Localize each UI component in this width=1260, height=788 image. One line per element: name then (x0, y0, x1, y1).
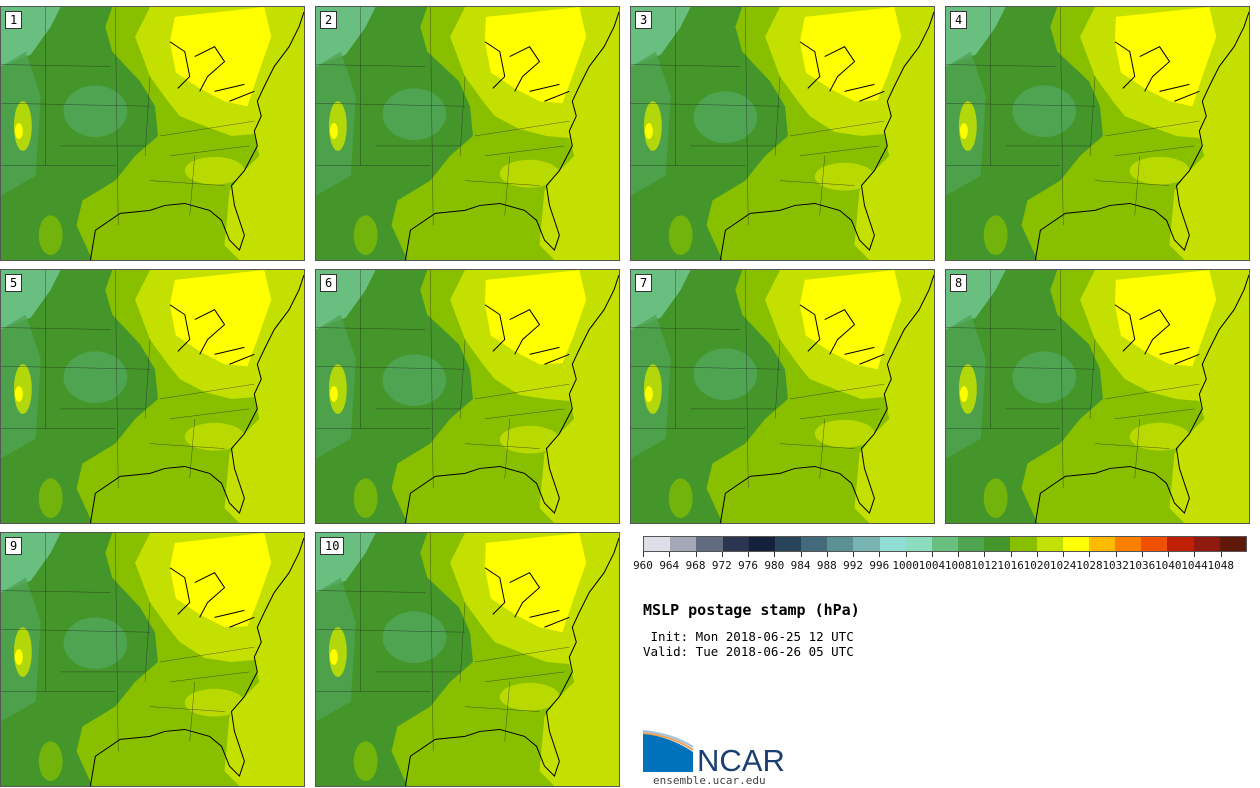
colorbar-tick (800, 552, 802, 557)
colorbar-tick (1063, 552, 1065, 557)
colorbar-tick-label: 1044 (1181, 559, 1208, 572)
colorbar-tick-label: 996 (869, 559, 890, 572)
ensemble-member-map: 8 (945, 269, 1250, 524)
colorbar-swatch (1141, 537, 1168, 551)
colorbar-swatch (1193, 537, 1220, 551)
member-number: 1 (5, 11, 23, 29)
colorbar-swatch (827, 537, 854, 551)
member-number: 3 (635, 11, 653, 29)
member-number: 10 (320, 537, 345, 555)
colorbar-tick (721, 552, 723, 557)
colorbar-tick (879, 552, 881, 557)
valid-time: Valid: Tue 2018-06-26 05 UTC (643, 644, 854, 659)
colorbar-swatch (931, 537, 959, 551)
colorbar-tick (1168, 552, 1170, 557)
colorbar-swatch (1115, 537, 1142, 551)
member-number: 7 (635, 274, 653, 292)
colorbar-tick-label: 980 (764, 559, 785, 572)
colorbar-tick-label: 1012 (971, 559, 998, 572)
colorbar-tick (1089, 552, 1091, 557)
colorbar-tick-label: 1032 (1102, 559, 1129, 572)
colorbar-swatch (644, 537, 671, 551)
member-number: 5 (5, 274, 23, 292)
logo-text: NCAR (697, 743, 785, 774)
colorbar-tick-label: 1048 (1207, 559, 1234, 572)
colorbar-tick (984, 552, 986, 557)
colorbar-tick-label: 988 (816, 559, 837, 572)
ensemble-member-map: 3 (630, 6, 935, 261)
colorbar-swatch (984, 537, 1011, 551)
colorbar-swatch (905, 537, 932, 551)
colorbar-swatch (1167, 537, 1194, 551)
member-number: 6 (320, 274, 338, 292)
member-number: 2 (320, 11, 338, 29)
colorbar-tick-label: 976 (738, 559, 758, 572)
site-url: ensemble.ucar.edu (653, 774, 766, 787)
colorbar-tick (1036, 552, 1038, 557)
colorbar-tick (853, 552, 855, 557)
colorbar-tick (1010, 552, 1012, 557)
colorbar-tick-label: 1028 (1076, 559, 1103, 572)
ensemble-member-map: 5 (0, 269, 305, 524)
run-info: Init: Mon 2018-06-25 12 UTC Valid: Tue 2… (643, 629, 854, 659)
colorbar-swatch (1062, 537, 1089, 551)
colorbar-tick (826, 552, 828, 557)
colorbar-tick (958, 552, 960, 557)
colorbar-tick-label: 1008 (944, 559, 972, 572)
ensemble-member-map: 1 (0, 6, 305, 261)
colorbar-tick-label: 1040 (1154, 559, 1182, 572)
ensemble-member-map: 9 (0, 532, 305, 787)
colorbar-swatch (696, 537, 723, 551)
colorbar-tick-label: 1020 (1023, 559, 1051, 572)
colorbar-tick-label: 964 (659, 559, 680, 572)
colorbar-swatch (801, 537, 828, 551)
colorbar (643, 536, 1247, 552)
member-number: 8 (950, 274, 968, 292)
colorbar-tick (905, 552, 907, 557)
colorbar-swatch (1010, 537, 1037, 551)
colorbar-swatch (1088, 537, 1116, 551)
colorbar-swatch (879, 537, 906, 551)
colorbar-swatch (958, 537, 985, 551)
colorbar-swatch (1219, 537, 1246, 551)
colorbar-tick (695, 552, 697, 557)
colorbar-tick (1194, 552, 1196, 557)
colorbar-tick-label: 984 (790, 559, 811, 572)
colorbar-swatch (748, 537, 775, 551)
init-time: Init: Mon 2018-06-25 12 UTC (643, 629, 854, 644)
ensemble-member-map: 10 (315, 532, 620, 787)
colorbar-tick-label: 968 (685, 559, 706, 572)
colorbar-tick (748, 552, 750, 557)
member-number: 4 (950, 11, 968, 29)
colorbar-tick (774, 552, 776, 557)
colorbar-tick-label: 1004 (918, 559, 946, 572)
colorbar-tick-label: 960 (633, 559, 653, 572)
colorbar-tick-label: 1024 (1049, 559, 1077, 572)
colorbar-tick-label: 992 (843, 559, 864, 572)
colorbar-ticks: 960 964 968 972 976 980 984 988 992 996 1000 1004 10… (633, 552, 1247, 576)
colorbar-tick (643, 552, 644, 557)
ensemble-member-map: 7 (630, 269, 935, 524)
ensemble-member-map: 2 (315, 6, 620, 261)
colorbar-swatch (722, 537, 749, 551)
ensemble-member-map: 6 (315, 269, 620, 524)
colorbar-swatch (774, 537, 802, 551)
colorbar-tick-label: 1036 (1128, 559, 1156, 572)
colorbar-swatch (1036, 537, 1063, 551)
colorbar-tick (1115, 552, 1117, 557)
colorbar-tick-label: 1016 (997, 559, 1024, 572)
colorbar-tick-label: 972 (711, 559, 732, 572)
ncar-logo: NCAR (642, 730, 793, 778)
colorbar-swatch (670, 537, 697, 551)
member-number: 9 (5, 537, 23, 555)
ensemble-member-map: 4 (945, 6, 1250, 261)
colorbar-tick (1141, 552, 1143, 557)
colorbar-tick (1220, 552, 1222, 557)
colorbar-tick-label: 1000 (892, 559, 919, 572)
colorbar-swatch (853, 537, 880, 551)
chart-title: MSLP postage stamp (hPa) (643, 601, 860, 619)
colorbar-tick (931, 552, 933, 557)
colorbar-tick (669, 552, 671, 557)
